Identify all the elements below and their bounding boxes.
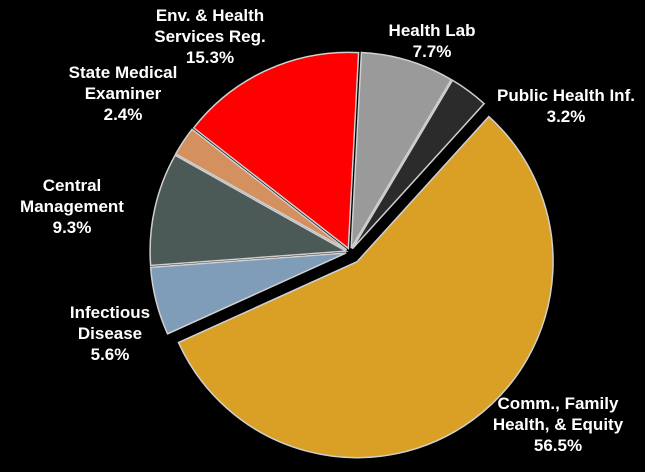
category-name: Infectious Disease	[69, 303, 151, 343]
value-label: 56.5%	[533, 436, 583, 455]
category-name: Central Management	[20, 176, 124, 216]
slice	[174, 128, 348, 251]
category-name: Env. & Health Services Reg.	[154, 6, 266, 46]
slice-label: Health Lab 7.7%	[372, 20, 492, 62]
slice-label: State Medical Examiner 2.4%	[53, 62, 193, 125]
value-label: 7.7%	[412, 42, 452, 61]
slice-label: Env. & Health Services Reg. 15.3%	[135, 5, 285, 68]
slice-label: Public Health Inf. 3.2%	[481, 85, 645, 127]
category-name: Public Health Inf.	[497, 86, 635, 105]
value-label: 5.6%	[90, 345, 130, 364]
category-name: Comm., Family Health, & Equity	[492, 394, 624, 434]
slice-label: Central Management 9.3%	[2, 175, 142, 238]
slice	[177, 115, 554, 459]
slice	[351, 79, 486, 250]
slice	[149, 154, 349, 267]
slice	[192, 51, 360, 250]
category-name: State Medical Examiner	[68, 63, 178, 103]
value-label: 15.3%	[185, 48, 235, 67]
slice-label: Comm., Family Health, & Equity 56.5%	[478, 393, 638, 456]
slice	[350, 51, 453, 249]
value-label: 2.4%	[103, 105, 143, 124]
category-name: Health Lab	[388, 21, 476, 40]
value-label: 9.3%	[52, 218, 92, 237]
value-label: 3.2%	[546, 107, 586, 126]
slice-label: Infectious Disease 5.6%	[55, 302, 165, 365]
slice	[149, 252, 347, 335]
